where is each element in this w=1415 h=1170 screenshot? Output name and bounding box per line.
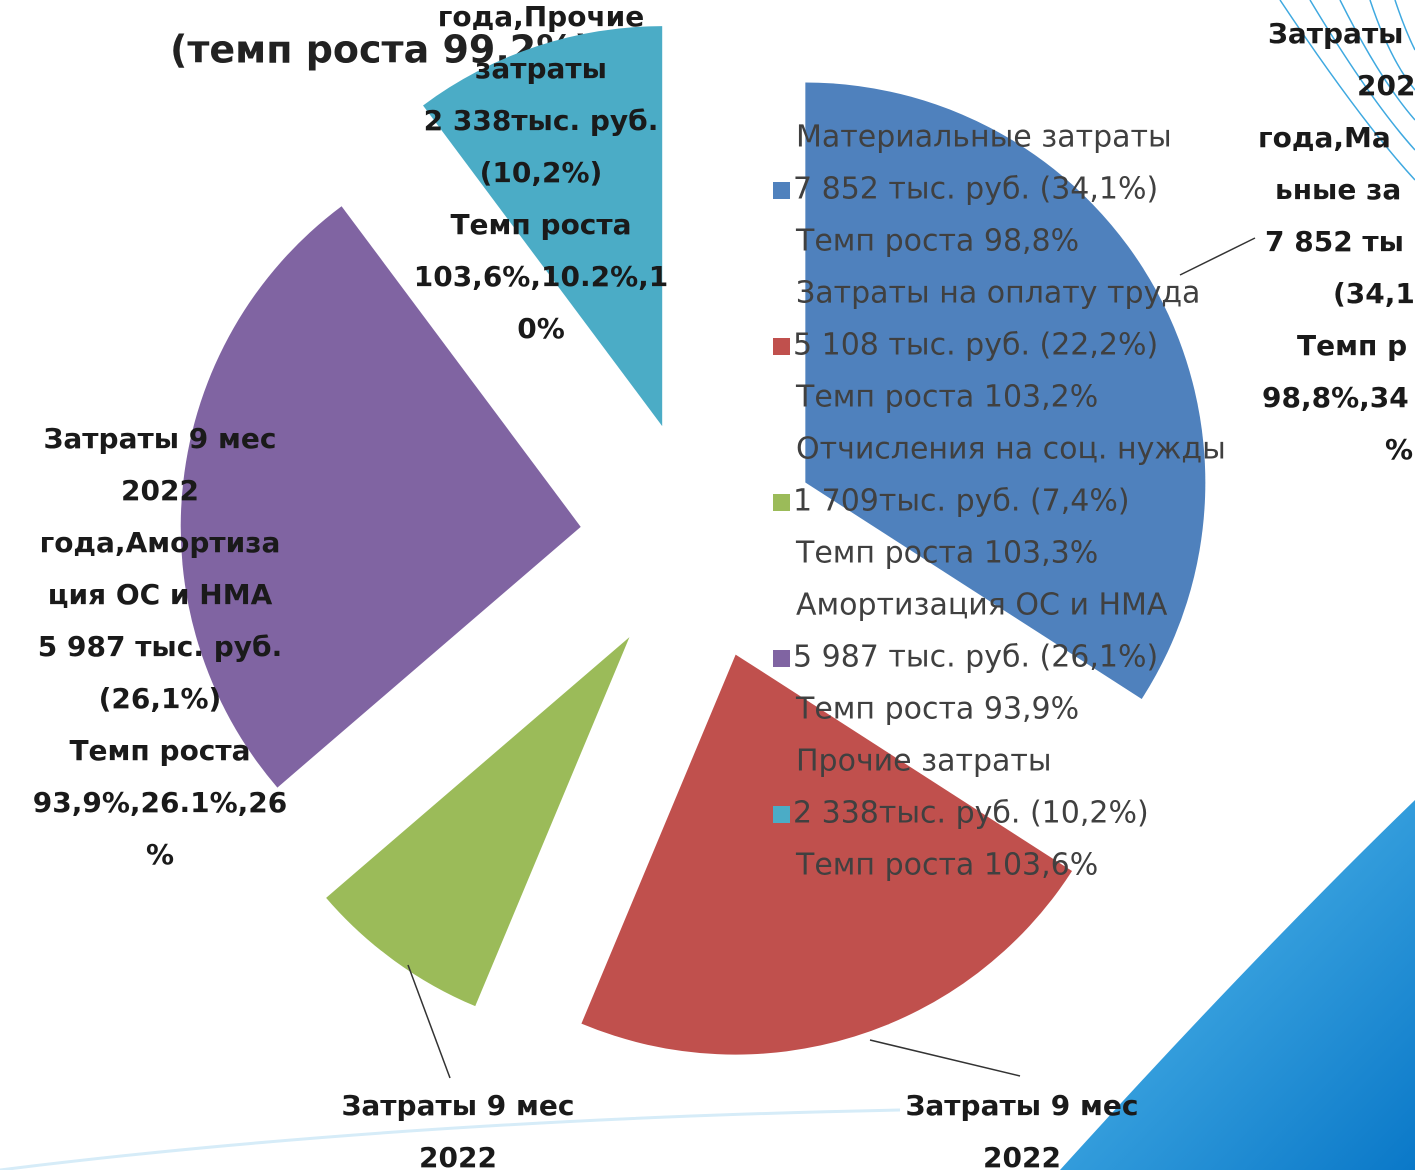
legend-label: Материальные затраты xyxy=(796,120,1172,155)
legend-label: Отчисления на соц. нужды xyxy=(796,432,1226,467)
data-label: Затраты xyxy=(1268,17,1404,50)
data-label: Темп р xyxy=(1297,329,1407,362)
legend-swatch xyxy=(773,650,790,667)
legend-growth: Темп роста 93,9% xyxy=(795,692,1079,727)
data-label: 0% xyxy=(517,312,565,345)
data-label: Темп роста xyxy=(69,734,250,767)
data-label: 202 xyxy=(1357,69,1415,102)
data-label: Затраты 9 мес xyxy=(44,422,277,455)
data-label: года,Амортиза xyxy=(40,526,281,559)
data-label: % xyxy=(1385,433,1413,466)
decor xyxy=(1279,0,1415,181)
decor-wave xyxy=(1060,800,1415,1170)
decor-line xyxy=(0,1108,901,1170)
legend-swatch xyxy=(773,494,790,511)
data-label: 5 987 тыс. руб. xyxy=(38,630,282,663)
data-label: затраты xyxy=(475,52,607,85)
data-label: (10,2%) xyxy=(480,156,603,189)
data-label: 93,9%,26.1%,26 xyxy=(33,786,288,819)
data-label: (26,1%) xyxy=(99,682,222,715)
legend-label: Затраты на оплату труда xyxy=(796,276,1200,311)
data-label: % xyxy=(146,838,174,871)
data-label: ьные за xyxy=(1275,173,1401,206)
data-label: Затраты 9 мес xyxy=(342,1089,575,1122)
data-label: 103,6%,10.2%,1 xyxy=(414,260,669,293)
pie-slice xyxy=(423,26,663,427)
data-label: 2022 xyxy=(419,1141,497,1170)
legend-growth: Темп роста 98,8% xyxy=(795,224,1079,259)
data-label: Затраты 9 мес xyxy=(906,1089,1139,1122)
data-label: года,Ма xyxy=(1258,121,1391,154)
leader-lines xyxy=(407,237,1256,1079)
data-label: 7 852 ты xyxy=(1265,225,1404,258)
legend-amount: 7 852 тыс. руб. (34,1%) xyxy=(793,172,1158,207)
legend-swatch xyxy=(773,806,790,823)
data-label: 98,8%,34 xyxy=(1262,381,1409,414)
legend-swatch xyxy=(773,338,790,355)
data-label: (34,1 xyxy=(1333,277,1415,310)
pie-slice xyxy=(326,637,630,1007)
leader-line xyxy=(1179,237,1256,276)
legend-growth: Темп роста 103,2% xyxy=(795,380,1098,415)
data-label: 2022 xyxy=(983,1141,1061,1170)
legend-amount: 5 987 тыс. руб. (26,1%) xyxy=(793,640,1158,675)
leader-line xyxy=(869,1039,1021,1077)
leader-line xyxy=(407,964,451,1079)
legend-amount: 1 709тыс. руб. (7,4%) xyxy=(793,484,1130,519)
legend-amount: 2 338тыс. руб. (10,2%) xyxy=(793,796,1149,831)
pie-slice xyxy=(581,654,1073,1055)
data-label: Темп роста xyxy=(450,208,631,241)
data-label: ция ОС и НМА xyxy=(48,578,273,611)
legend-growth: Темп роста 103,3% xyxy=(795,536,1098,571)
pie-slice xyxy=(180,206,581,788)
legend-label: Амортизация ОС и НМА xyxy=(796,588,1168,623)
legend-amount: 5 108 тыс. руб. (22,2%) xyxy=(793,328,1158,363)
data-label: 2 338тыс. руб. xyxy=(424,104,659,137)
legend-swatch xyxy=(773,182,790,199)
data-label: года,Прочие xyxy=(438,0,645,33)
data-label: 2022 xyxy=(121,474,199,507)
pie-slice xyxy=(805,82,1206,699)
legend-label: Прочие затраты xyxy=(796,744,1052,779)
legend-growth: Темп роста 103,6% xyxy=(795,848,1098,883)
